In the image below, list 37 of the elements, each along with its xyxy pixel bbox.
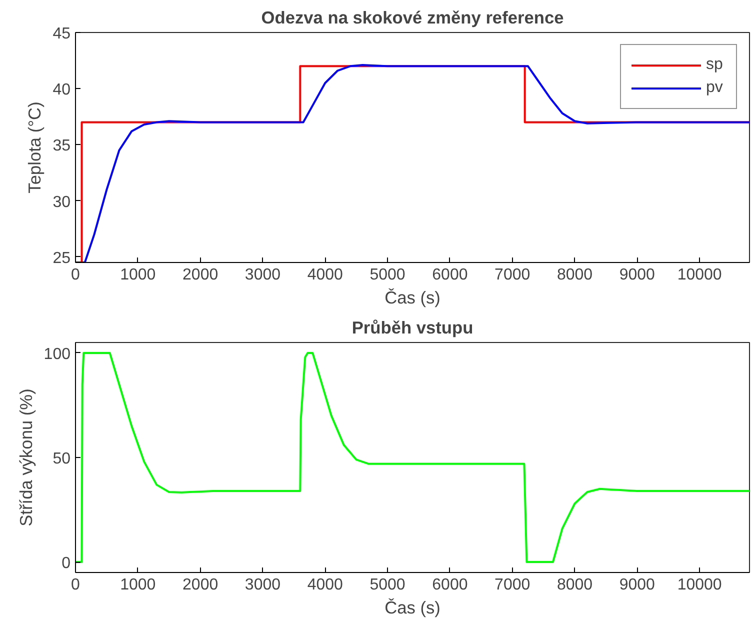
legend-label: pv [706, 79, 724, 97]
y-tick-label: 50 [52, 450, 71, 468]
x-tick-label: 7000 [494, 266, 530, 284]
y-tick-label: 0 [62, 555, 71, 572]
x-tick-label: 5000 [370, 576, 406, 594]
x-tick-label: 7000 [494, 576, 530, 594]
legend-label: sp [706, 56, 724, 74]
x-tick-label: 9000 [619, 266, 656, 284]
x-tick-label: 4000 [307, 576, 344, 594]
y-tick-label: 40 [52, 82, 71, 99]
chart-title: Průběh vstupu [352, 318, 474, 338]
x-tick-label: 2000 [182, 576, 218, 594]
x-tick-label: 3000 [244, 266, 281, 284]
x-tick-label: 8000 [556, 576, 593, 594]
x-tick-label: 6000 [432, 266, 468, 284]
x-tick-label: 10000 [677, 576, 722, 594]
y-tick-label: 45 [52, 26, 71, 42]
x-axis-title: Čas (s) [384, 288, 440, 308]
line-series [76, 352, 750, 564]
y-tick-label: 100 [44, 346, 71, 363]
y-tick-label: 25 [52, 250, 71, 267]
x-tick-label: 6000 [432, 576, 468, 594]
y-tick-label: 35 [52, 138, 71, 155]
x-tick-label: 10000 [677, 266, 722, 284]
y-axis-title: Střída výkonu (%) [16, 388, 36, 526]
x-tick-label: 9000 [619, 576, 656, 594]
y-tick-label: 30 [52, 194, 71, 211]
x-tick-label: 2000 [182, 266, 218, 284]
y-axis-title: Teplota (°C) [24, 102, 45, 194]
x-tick-label: 4000 [307, 266, 344, 284]
x-tick-label: 3000 [244, 576, 281, 594]
x-tick-label: 1000 [120, 576, 156, 594]
x-axis-title: Čas (s) [384, 598, 440, 618]
x-tick-label: 1000 [120, 266, 156, 284]
x-tick-label: 8000 [556, 266, 593, 284]
chart-title: Odezva na skokové změny reference [261, 8, 564, 28]
x-tick-label: 5000 [370, 266, 406, 284]
